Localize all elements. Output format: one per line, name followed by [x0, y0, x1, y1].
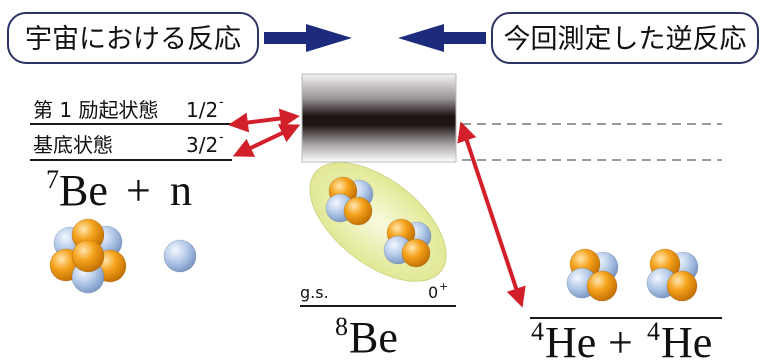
measured-reaction-text: 今回測定した逆反応 [504, 24, 747, 55]
be8-nucleus [309, 162, 447, 282]
excited-to-be8-arrow [228, 108, 300, 133]
level-name: 第 1 励起状態 [33, 98, 158, 122]
nucleus-symbol: He [545, 318, 596, 363]
level-parity: - [219, 95, 224, 110]
nucleus-symbol: He [661, 318, 712, 363]
right-arrow-icon [264, 24, 352, 52]
be7-nucleus [49, 218, 127, 294]
left-arrow-icon [398, 24, 486, 52]
be7-ground-level: 基底状態 3/2 - [30, 130, 232, 161]
plus-sign: + [608, 318, 633, 363]
free-neutron [163, 239, 197, 273]
alpha-particle [325, 176, 374, 226]
cosmic-reaction-box [7, 12, 259, 64]
mass-number: 7 [46, 165, 59, 194]
level-spin: 3/2 [186, 133, 218, 157]
be7-plus-n-formula: 7 Be + n [46, 165, 192, 215]
proton-sphere [666, 270, 698, 302]
state-spin: 0 [428, 283, 438, 302]
measured-reaction-label: 今回測定した逆反応 [491, 12, 759, 64]
measured-reaction-box [491, 12, 759, 64]
proton-sphere [401, 238, 431, 268]
proton-sphere [343, 196, 373, 226]
plus-sign: + [126, 166, 151, 215]
state-parity: + [439, 280, 448, 293]
two-alpha-formula: 4 He + 4 He [531, 317, 712, 363]
cosmic-reaction-text: 宇宙における反応 [25, 24, 241, 55]
particle-symbol: n [170, 166, 192, 215]
alpha-particle [646, 248, 699, 302]
level-parity: - [219, 130, 224, 145]
alpha-particle [566, 248, 619, 302]
proton-sphere [71, 239, 105, 273]
state-label: g.s. [300, 283, 329, 302]
alpha-particle [383, 218, 432, 268]
be8-resonance-band [301, 73, 457, 163]
be8-to-alpha-arrow [457, 121, 526, 308]
level-spin: 1/2 [186, 98, 218, 122]
nucleus-symbol: Be [59, 166, 108, 215]
proton-sphere [586, 270, 618, 302]
be8-formula: 8 Be [335, 312, 398, 362]
mass-number: 4 [647, 317, 660, 346]
ground-to-be8-arrow [232, 124, 301, 157]
mass-number: 8 [335, 312, 348, 341]
be8-ground-state: g.s. 0 + [300, 280, 456, 307]
mass-number: 4 [531, 317, 544, 346]
cosmic-reaction-label: 宇宙における反応 [7, 12, 259, 64]
nucleus-symbol: Be [349, 313, 398, 362]
be7-first-excited-level: 第 1 励起状態 1/2 - [30, 95, 232, 125]
level-name: 基底状態 [33, 133, 113, 157]
